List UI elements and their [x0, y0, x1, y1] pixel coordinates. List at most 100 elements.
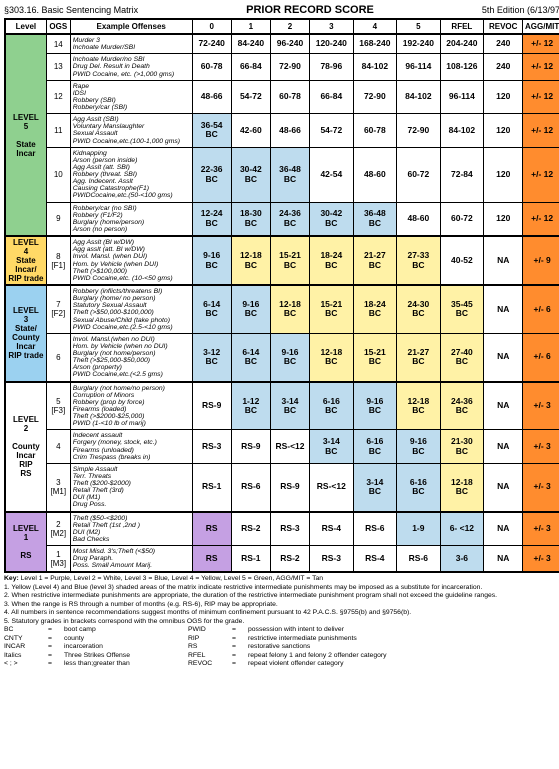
score-cell: NA — [484, 333, 523, 381]
score-cell: 24-30BC — [397, 285, 441, 333]
key-abbr-cell: = — [232, 635, 244, 643]
score-cell: 40-52 — [440, 236, 484, 285]
score-cell: RS-6 — [231, 463, 270, 511]
key-note: 4. All numbers in sentence recommendatio… — [4, 609, 559, 617]
score-cell: 240 — [484, 54, 523, 80]
score-cell: 21-30BC — [440, 430, 484, 464]
score-cell: 12-18BC — [231, 236, 270, 285]
col-2: 2 — [270, 19, 309, 34]
agg-mit-cell: +/- 3 — [523, 382, 559, 430]
level-cell: LEVEL1RS — [5, 512, 46, 573]
score-cell: 12-24BC — [192, 202, 231, 236]
ogs-cell: 13 — [46, 54, 70, 80]
key-abbr: BC=boot campPWID=possession with intent … — [4, 626, 559, 668]
key-abbr-cell: REVOC — [188, 660, 228, 668]
ogs-cell: 11 — [46, 114, 70, 148]
score-cell: 48-66 — [192, 80, 231, 114]
ogs-cell: 7[F2] — [46, 285, 70, 333]
score-cell: 6-14BC — [231, 333, 270, 381]
agg-mit-cell: +/- 12 — [523, 80, 559, 114]
key-note: 2. When restrictive intermediate punishm… — [4, 592, 559, 600]
score-cell: 36-54BC — [192, 114, 231, 148]
ogs-cell: 4 — [46, 430, 70, 464]
score-cell: 120 — [484, 80, 523, 114]
key-abbr-cell: INCAR — [4, 643, 44, 651]
matrix-row: 13Inchoate Murder/no SBIDrug Del. Result… — [5, 54, 559, 80]
agg-mit-cell: +/- 3 — [523, 512, 559, 546]
score-cell: 3-14BC — [353, 463, 397, 511]
score-cell: RS-4 — [310, 512, 354, 546]
score-cell: 6-14BC — [192, 285, 231, 333]
score-cell: 240 — [484, 34, 523, 54]
col-5: 5 — [397, 19, 441, 34]
ogs-cell: 6 — [46, 333, 70, 381]
ogs-cell: 10 — [46, 147, 70, 202]
ogs-cell: 12 — [46, 80, 70, 114]
key-abbr-cell: RFEL — [188, 652, 228, 660]
score-cell: 60-72 — [440, 202, 484, 236]
agg-mit-cell: +/- 3 — [523, 463, 559, 511]
col-example-offenses: Example Offenses — [70, 19, 192, 34]
key-abbr-cell: = — [48, 643, 60, 651]
offense-cell: Burglary (not home/no person)Corruption … — [70, 382, 192, 430]
score-cell: 12-18BC — [440, 463, 484, 511]
ogs-cell: 9 — [46, 202, 70, 236]
score-cell: 15-21BC — [270, 236, 309, 285]
matrix-row: 10KidnappingArson (person inside)Agg Ass… — [5, 147, 559, 202]
agg-mit-cell: +/- 3 — [523, 430, 559, 464]
score-cell: 35-45BC — [440, 285, 484, 333]
score-cell: 6-16BC — [310, 382, 354, 430]
offense-cell: Agg Asslt (BI w/DW)Agg asslt (att. BI w/… — [70, 236, 192, 285]
score-cell: 27-33BC — [397, 236, 441, 285]
key-abbr-cell: county — [64, 635, 184, 643]
score-cell: RS-2 — [270, 546, 309, 573]
score-cell: RS-<12 — [310, 463, 354, 511]
level-cell: LEVEL5StateIncar — [5, 34, 46, 236]
col-ogs: OGS — [46, 19, 70, 34]
score-cell: 96-114 — [440, 80, 484, 114]
offense-cell: RapeIDSIRobbery (SBI)Robbery/car (SBI) — [70, 80, 192, 114]
score-cell: 30-42BC — [310, 202, 354, 236]
score-cell: 3-12BC — [192, 333, 231, 381]
key-abbr-cell: repeat felony 1 and felony 2 offender ca… — [248, 652, 448, 660]
key-section: Key: Level 1 = Purple, Level 2 = White, … — [4, 575, 559, 668]
matrix-row: LEVEL3State/CountyIncarRIP trade7[F2]Rob… — [5, 285, 559, 333]
score-cell: 21-27BC — [353, 236, 397, 285]
score-cell: 1-12BC — [231, 382, 270, 430]
key-notes: 1. Yellow (Level 4) and Blue (level 3) s… — [4, 584, 559, 626]
score-cell: NA — [484, 236, 523, 285]
score-cell: 15-21BC — [310, 285, 354, 333]
key-abbr-cell: restorative sanctions — [248, 643, 448, 651]
key-abbr-cell: = — [48, 652, 60, 660]
key-abbr-cell: less than;greater than — [64, 660, 184, 668]
score-cell: 6-16BC — [353, 430, 397, 464]
key-abbr-cell: incarceration — [64, 643, 184, 651]
score-cell: NA — [484, 430, 523, 464]
matrix-body: LEVEL5StateIncar14Murder 3Inchoate Murde… — [5, 34, 559, 572]
matrix-row: LEVEL4StateIncar/RIP trade8[F1]Agg Asslt… — [5, 236, 559, 285]
key-abbr-cell: RIP — [188, 635, 228, 643]
score-cell: 36-48BC — [353, 202, 397, 236]
matrix-row: 1[M3]Most Misd. 3's;Theft (<$50)Drug Par… — [5, 546, 559, 573]
matrix-row: 11Agg Asslt (SBI)Voluntary ManslaughterS… — [5, 114, 559, 148]
score-cell: 84-240 — [231, 34, 270, 54]
score-cell: 24-36BC — [270, 202, 309, 236]
offense-cell: Most Misd. 3's;Theft (<$50)Drug Paraph.P… — [70, 546, 192, 573]
score-cell: 54-72 — [231, 80, 270, 114]
matrix-row: 3[M1]Simple AssaultTerr. ThreatsTheft ($… — [5, 463, 559, 511]
key-abbr-cell: Italics — [4, 652, 44, 660]
score-cell: RS-9 — [270, 463, 309, 511]
matrix-row: LEVEL5StateIncar14Murder 3Inchoate Murde… — [5, 34, 559, 54]
ogs-cell: 5[F3] — [46, 382, 70, 430]
ogs-cell: 14 — [46, 34, 70, 54]
score-cell: 66-84 — [310, 80, 354, 114]
score-cell: 9-16BC — [397, 430, 441, 464]
key-abbr-cell: boot camp — [64, 626, 184, 634]
offense-cell: Robbery/car (no SBI)Robbery (F1/F2)Burgl… — [70, 202, 192, 236]
offense-cell: Invol. Mansl.(when no DUI)Hom. by Vehicl… — [70, 333, 192, 381]
score-cell: RS — [192, 512, 231, 546]
score-cell: 78-96 — [310, 54, 354, 80]
score-cell: 6- <12 — [440, 512, 484, 546]
score-cell: RS-1 — [192, 463, 231, 511]
score-cell: 120 — [484, 202, 523, 236]
